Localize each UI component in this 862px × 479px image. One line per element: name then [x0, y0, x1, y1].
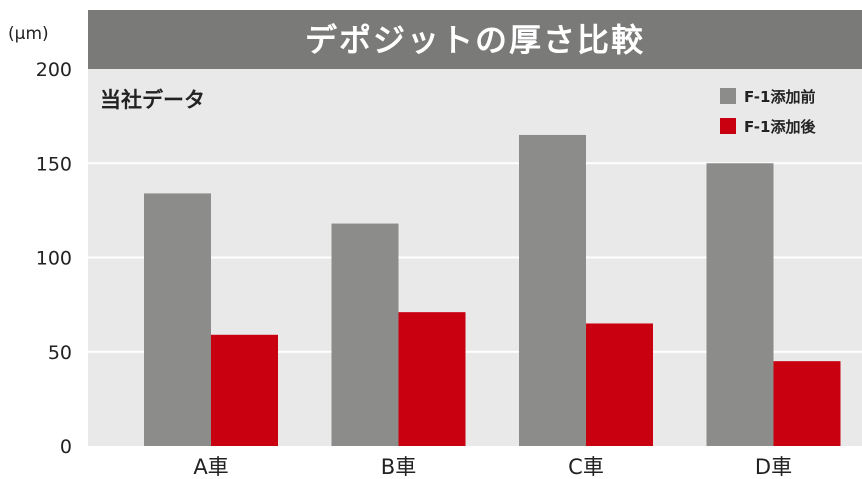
bar-B車-series-1	[398, 312, 466, 446]
x-category-label: D車	[755, 455, 792, 479]
x-category-label: C車	[568, 455, 604, 479]
bar-D車-series-1	[773, 361, 841, 446]
bar-C車-series-0	[519, 134, 586, 446]
title-banner	[88, 10, 862, 69]
bar-D車-series-0	[706, 163, 774, 446]
chart-subtitle: 当社データ	[100, 88, 205, 112]
legend-label-series-1: F-1添加後	[744, 118, 816, 136]
legend: F-1添加前 F-1添加後	[720, 88, 816, 136]
chart-title: デポジットの厚さ比較	[305, 21, 645, 59]
bars	[144, 134, 841, 446]
legend-swatch-series-1	[720, 118, 736, 134]
legend-swatch-series-0	[720, 88, 736, 104]
y-axis-unit: (μm)	[8, 24, 49, 44]
bar-B車-series-0	[331, 223, 399, 446]
y-tick-label: 150	[36, 153, 72, 175]
y-axis-ticks: 0 50 100 150 200	[36, 59, 72, 458]
y-tick-label: 50	[48, 342, 72, 364]
x-axis-categories: A車 B車 C車 D車	[193, 455, 792, 479]
legend-label-series-0: F-1添加前	[744, 88, 815, 106]
x-category-label: B車	[381, 455, 416, 479]
x-category-label: A車	[193, 455, 228, 479]
bar-A車-series-1	[211, 334, 278, 446]
y-tick-label: 0	[60, 436, 72, 458]
bar-C車-series-1	[586, 323, 653, 446]
bar-A車-series-0	[144, 193, 211, 446]
y-tick-label: 200	[36, 59, 72, 81]
y-tick-label: 100	[36, 248, 72, 270]
